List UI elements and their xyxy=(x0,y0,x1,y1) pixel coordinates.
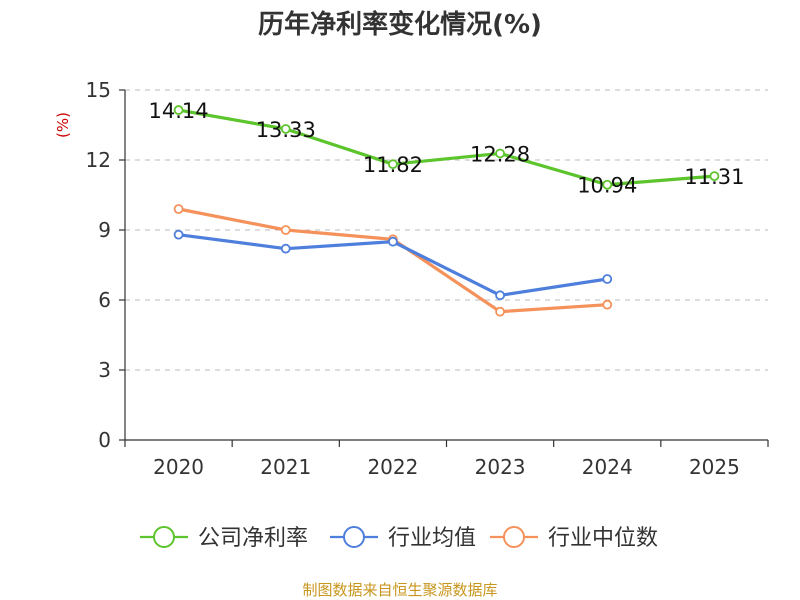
series-1 xyxy=(173,229,613,301)
data-point-1-2021[interactable] xyxy=(280,243,291,254)
legend-item-0[interactable]: 公司净利率 xyxy=(140,526,308,551)
legend: 公司净利率 行业均值 行业中位数 xyxy=(140,526,658,551)
y-tick-label: 9 xyxy=(98,218,111,242)
series-2 xyxy=(173,204,613,317)
legend-label: 行业均值 xyxy=(388,526,476,551)
y-axis-label: (%) xyxy=(54,112,72,138)
data-point-0-2023[interactable] xyxy=(495,148,505,159)
y-tick-label: 0 xyxy=(98,428,111,452)
data-label-2025: 11.31 xyxy=(684,165,744,189)
data-point-2-2023[interactable] xyxy=(495,306,505,317)
legend-item-2[interactable]: 行业中位数 xyxy=(490,526,658,551)
data-point-0-2021[interactable] xyxy=(280,124,291,134)
legend-label: 行业中位数 xyxy=(548,526,658,551)
data-point-1-2024[interactable] xyxy=(602,274,613,284)
legend-item-1[interactable]: 行业均值 xyxy=(330,526,476,551)
grid-layer xyxy=(125,89,768,371)
data-point-2-2020[interactable] xyxy=(173,204,184,214)
x-tick-label-2025: 2025 xyxy=(689,455,740,479)
axis-layer: 0 3 6 9 12 15 2020 2021 2022 2023 2024 2025 xyxy=(86,78,769,479)
data-label-2024: 10.94 xyxy=(577,174,637,198)
data-point-0-2024[interactable] xyxy=(602,179,613,190)
data-point-1-2020[interactable] xyxy=(173,229,184,240)
legend-label: 公司净利率 xyxy=(198,526,308,551)
legend-marker-icon xyxy=(153,526,175,548)
y-tick-label: 6 xyxy=(98,288,111,312)
series-0 xyxy=(173,105,720,190)
data-point-0-2020[interactable] xyxy=(173,105,184,115)
data-point-2-2024[interactable] xyxy=(602,299,613,310)
legend-marker-icon xyxy=(343,526,365,548)
x-tick-label-2024: 2024 xyxy=(582,455,633,479)
x-tick-label-2020: 2020 xyxy=(153,455,204,479)
x-tick-label-2021: 2021 xyxy=(260,455,311,479)
data-label-2023: 12.28 xyxy=(470,142,530,166)
y-tick-label: 12 xyxy=(86,148,111,172)
y-tick-label: 3 xyxy=(98,358,111,382)
x-tick-label-2023: 2023 xyxy=(475,455,526,479)
data-label-2020: 14.14 xyxy=(149,99,209,123)
data-label-2022: 11.82 xyxy=(363,153,423,177)
data-label-layer: 14.14 13.33 11.82 12.28 10.94 11.31 xyxy=(149,99,745,198)
legend-marker-icon xyxy=(503,526,525,548)
data-point-0-2022[interactable] xyxy=(388,159,398,170)
series-layer xyxy=(173,105,720,317)
data-point-2-2021[interactable] xyxy=(280,225,291,235)
chart-title: 历年净利率变化情况(%) xyxy=(258,9,542,40)
source-note: 制图数据来自恒生聚源数据库 xyxy=(302,581,497,599)
series-line-0 xyxy=(178,108,715,187)
x-tick-label-2022: 2022 xyxy=(367,455,418,479)
data-point-1-2023[interactable] xyxy=(495,290,505,301)
y-tick-label: 15 xyxy=(86,78,111,102)
data-label-2021: 13.33 xyxy=(256,118,316,142)
data-point-1-2022[interactable] xyxy=(388,236,398,247)
series-line-2 xyxy=(178,207,608,314)
data-point-0-2025[interactable] xyxy=(709,171,720,182)
